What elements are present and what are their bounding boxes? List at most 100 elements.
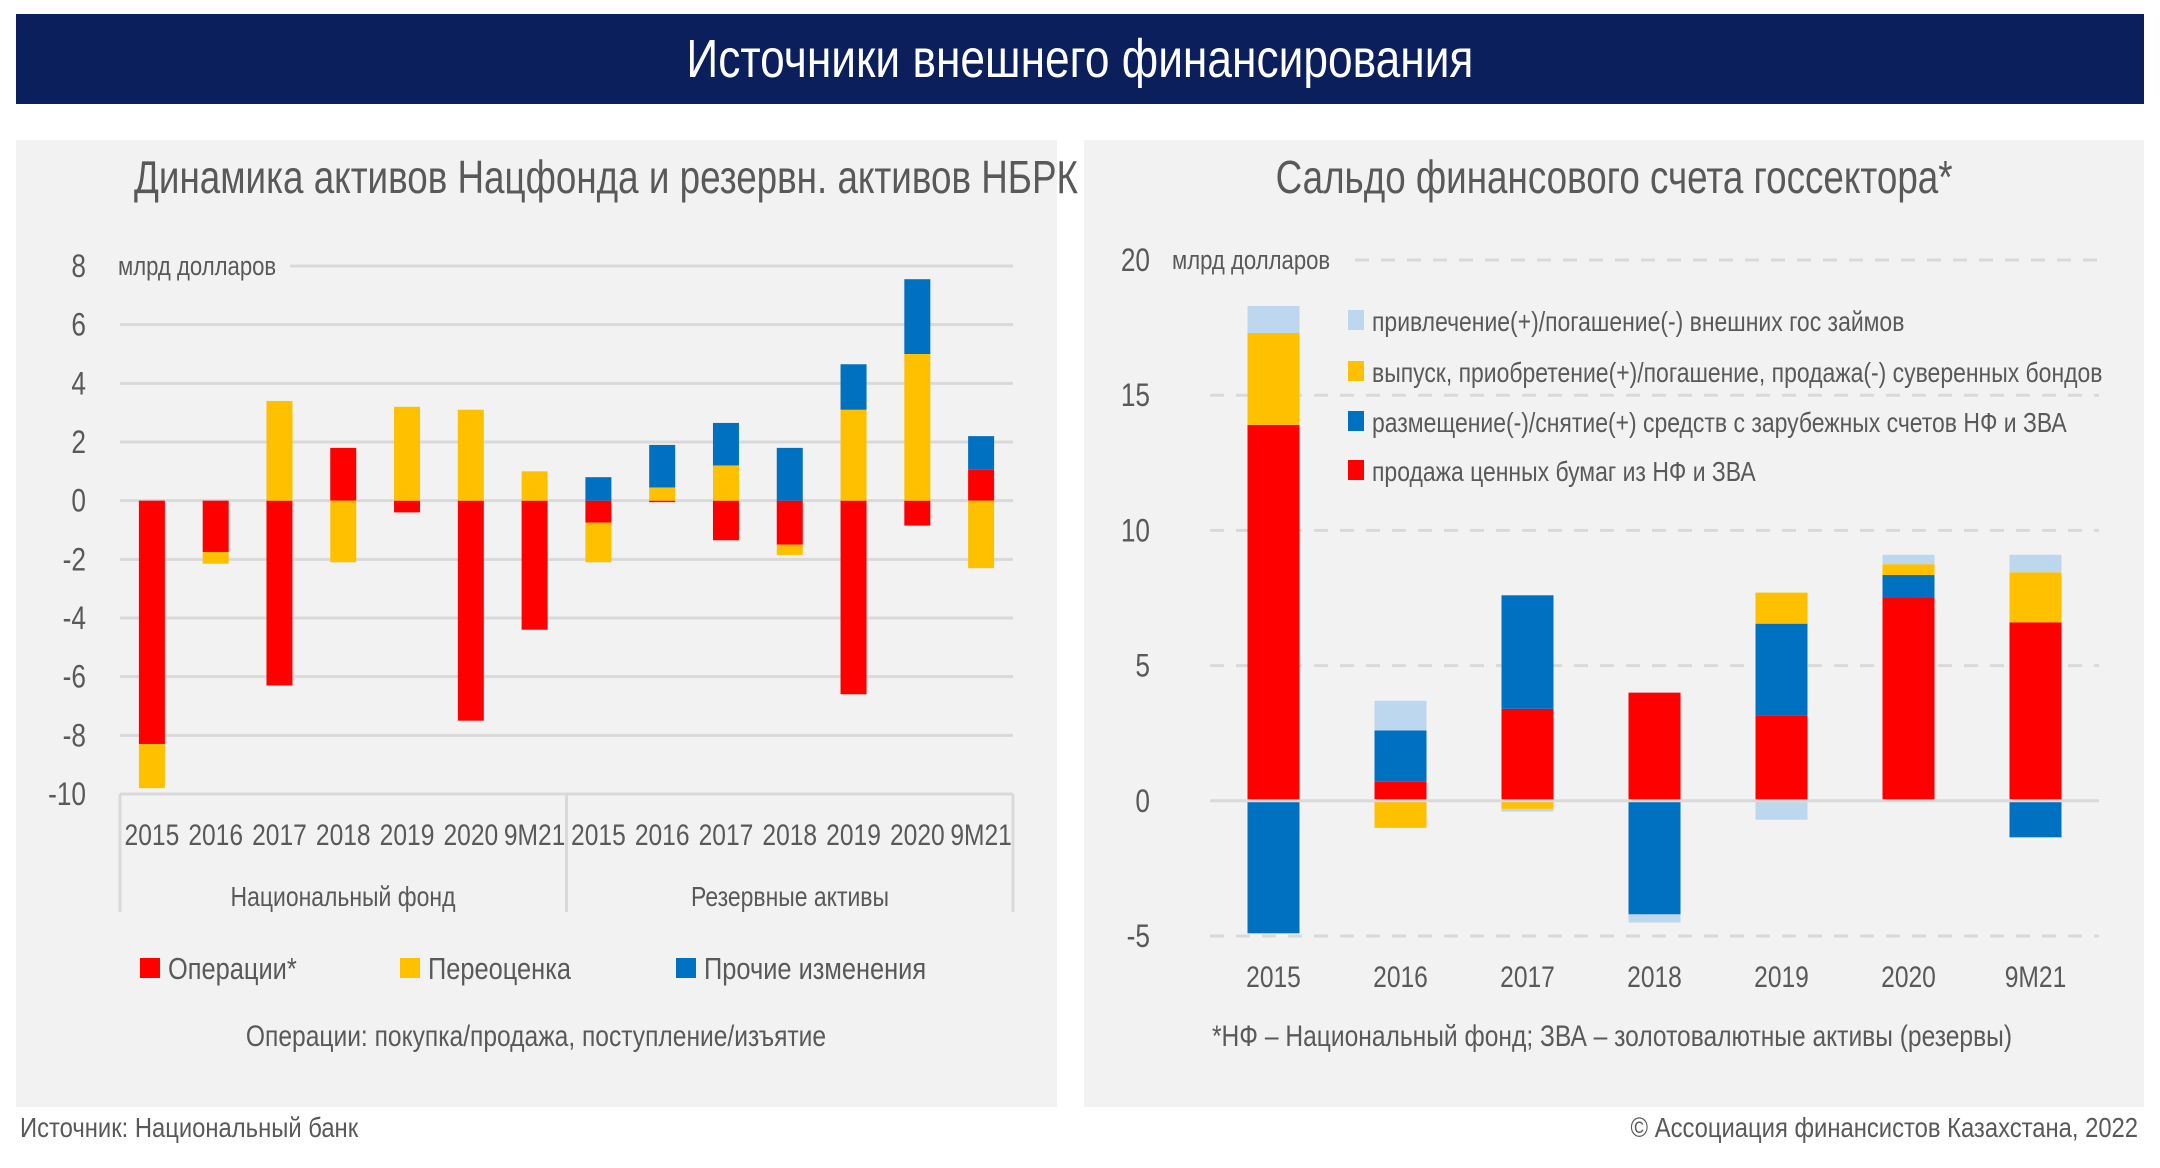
y-tick-label: -2 (63, 543, 86, 578)
bar-segment (585, 500, 612, 523)
y-tick-label: 4 (71, 367, 86, 402)
bar-segment (1374, 700, 1427, 731)
left-chart-title: Динамика активов Нацфонда и резервн. акт… (133, 151, 1078, 203)
x-tick-label: 9M21 (2005, 960, 2067, 994)
bar-segment (1628, 914, 1681, 923)
y-tick-label: 8 (71, 250, 86, 285)
bar-segment (649, 487, 676, 501)
legend-swatch (140, 958, 160, 978)
bar-segment (1247, 424, 1300, 801)
bar-segment (202, 552, 229, 564)
y-tick-label: 5 (1135, 649, 1150, 684)
bar-segment (776, 447, 803, 501)
bar-segment (1247, 333, 1300, 425)
bar-segment (1628, 692, 1681, 801)
group-label-reserve-assets: Резервные активы (691, 882, 889, 913)
x-tick-label: 2017 (699, 818, 754, 852)
bar-segment (1755, 592, 1808, 624)
x-tick-label: 2020 (1881, 960, 1936, 994)
x-tick-label: 2016 (635, 818, 690, 852)
bar-segment (904, 279, 931, 354)
bar-segment (457, 409, 484, 501)
legend-label: размещение(-)/снятие(+) средств с зарубе… (1372, 408, 2068, 439)
bar-segment (521, 500, 548, 630)
title-banner: Источники внешнего финансирования (16, 14, 2144, 104)
legend-swatch (1348, 361, 1364, 381)
group-label-national-fund: Национальный фонд (231, 882, 456, 913)
x-tick-label: 2017 (252, 818, 307, 852)
bar-segment (457, 500, 484, 721)
bar-segment (1882, 564, 1935, 576)
legend-label: Операции* (168, 952, 297, 987)
bar-segment (1247, 800, 1300, 934)
bar-segment (712, 422, 739, 466)
bar-segment (1501, 595, 1554, 709)
x-tick-label: 2016 (1373, 960, 1428, 994)
legend-swatch (400, 958, 420, 978)
bar-segment (2009, 622, 2062, 801)
y-tick-label: 10 (1121, 514, 1150, 549)
bar-segment (840, 500, 867, 695)
y-tick-label: 0 (71, 484, 86, 519)
bar-segment (585, 477, 612, 501)
page-title: Источники внешнего финансирования (686, 29, 1474, 89)
source-note: Источник: Национальный банк (20, 1112, 359, 1143)
x-tick-label: 9M21 (950, 818, 1012, 852)
bar-segment (1501, 808, 1554, 812)
y-tick-label: 0 (1135, 784, 1150, 819)
bar-segment (394, 500, 421, 513)
right-chart-note: *НФ – Национальный фонд; ЗВА – золотовал… (1212, 1019, 2012, 1053)
bar-segment (712, 465, 739, 501)
x-tick-label: 2017 (1500, 960, 1555, 994)
y-tick-label: -4 (63, 602, 86, 637)
bar-segment (1501, 708, 1554, 801)
bar-segment (1882, 575, 1935, 598)
legend-label: выпуск, приобретение(+)/погашение, прода… (1372, 358, 2102, 389)
bar-segment (394, 406, 421, 501)
x-tick-label: 2018 (316, 818, 371, 852)
bar-segment (1374, 781, 1427, 801)
bar-segment (649, 444, 676, 488)
bar-segment (138, 744, 165, 789)
y-tick-label: 15 (1121, 379, 1150, 414)
right-chart-title: Сальдо финансового счета госсектора* (1275, 151, 1953, 203)
y-tick-label: 2 (71, 426, 86, 461)
x-tick-label: 2015 (125, 818, 180, 852)
y-tick-label: -8 (63, 719, 86, 754)
bar-segment (138, 500, 165, 745)
x-tick-label: 2019 (1754, 960, 1809, 994)
legend-label: продажа ценных бумаг из НФ и ЗВА (1372, 457, 1756, 488)
x-tick-label: 2015 (1246, 960, 1301, 994)
bar-segment (649, 500, 676, 503)
bar-segment (840, 409, 867, 501)
legend-label: Прочие изменения (704, 952, 926, 987)
left-chart-panel: Динамика активов Нацфонда и резервн. акт… (16, 140, 1078, 1107)
y-axis-unit-label: млрд долларов (118, 252, 276, 282)
legend-swatch (1348, 310, 1364, 330)
legend-swatch (1348, 460, 1364, 480)
y-tick-label: 6 (71, 308, 86, 343)
bar-segment (776, 544, 803, 555)
bar-segment (1374, 730, 1427, 782)
x-tick-label: 2019 (826, 818, 881, 852)
legend-swatch (676, 958, 696, 978)
x-tick-label: 2020 (890, 818, 945, 852)
y-tick-label: -6 (63, 660, 86, 695)
bar-segment (712, 500, 739, 541)
x-tick-label: 2016 (188, 818, 243, 852)
bar-segment (266, 400, 293, 501)
copyright-note: © Ассоциация финансистов Казахстана, 202… (1630, 1112, 2138, 1143)
y-tick-label: -5 (1127, 920, 1150, 955)
legend-label: Переоценка (428, 952, 571, 987)
bar-segment (585, 522, 612, 563)
bar-segment (2009, 554, 2062, 573)
bar-segment (202, 500, 229, 552)
bar-segment (776, 500, 803, 545)
bar-segment (266, 500, 293, 686)
bar-segment (330, 500, 357, 563)
bar-segment (968, 500, 995, 569)
bar-segment (1755, 715, 1808, 801)
y-tick-label: -10 (48, 778, 86, 813)
bar-segment (1882, 554, 1935, 565)
